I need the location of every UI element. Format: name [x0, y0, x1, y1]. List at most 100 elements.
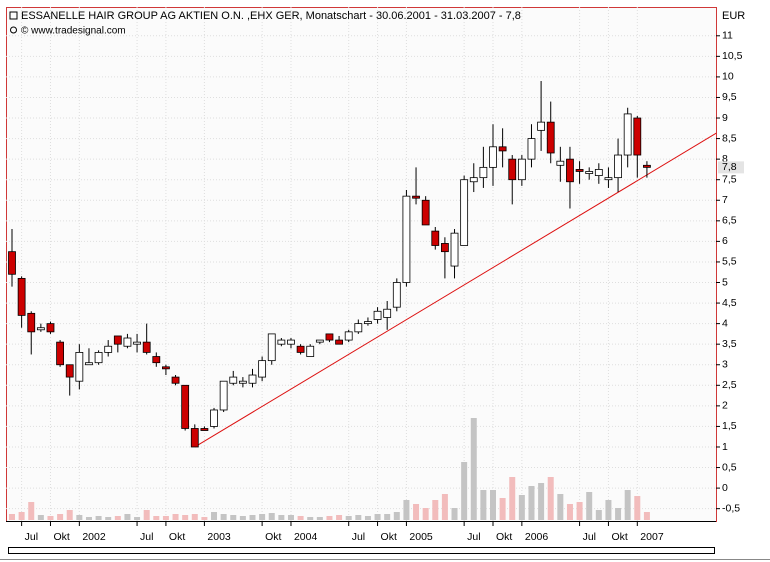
y-tick-label: 6	[722, 235, 728, 247]
y-tick-label: 2	[722, 400, 728, 412]
candle-body	[210, 409, 218, 427]
y-tick-label: 9,5	[722, 91, 737, 103]
candle-body	[27, 312, 36, 333]
x-tick-label: Jul	[25, 531, 38, 543]
volume-bar	[528, 486, 535, 520]
volume-bar	[518, 495, 525, 520]
candle-body	[335, 339, 343, 345]
candle-body	[585, 171, 594, 174]
volume-bar	[172, 514, 179, 520]
y-tick-label: 10,5	[722, 50, 743, 62]
volume-bar	[624, 490, 631, 520]
candle-body	[392, 282, 401, 308]
volume-bar	[595, 510, 602, 520]
volume-bar	[66, 510, 73, 520]
candle-body	[306, 345, 315, 357]
candle-body	[614, 154, 622, 179]
candle-body	[508, 158, 517, 181]
volume-bar	[47, 516, 54, 520]
candle-body	[431, 230, 440, 246]
volume-bar	[470, 418, 477, 520]
candle-body	[354, 323, 363, 333]
volume-bar	[114, 516, 121, 520]
volume-bar	[336, 515, 343, 520]
y-tick-label: 1	[722, 441, 728, 453]
volume-bar	[239, 516, 246, 520]
candle-body	[537, 121, 545, 131]
volume-bar	[201, 517, 208, 520]
icon	[9, 11, 18, 20]
volume-bar	[634, 496, 641, 520]
x-tick-label: Okt	[53, 531, 69, 543]
volume-bar	[422, 508, 429, 520]
volume-bar	[615, 508, 622, 520]
volume-bar	[326, 516, 333, 520]
candle-body	[546, 121, 555, 154]
candle-body	[296, 345, 305, 353]
candle-body	[238, 380, 247, 384]
y-tick-label: 8,5	[722, 132, 737, 144]
candle-body	[277, 339, 286, 345]
candle-body	[450, 232, 459, 267]
x-tick-label: Okt	[265, 531, 281, 543]
volume-bar	[364, 516, 371, 520]
icon	[10, 26, 17, 34]
volume-bar	[143, 510, 150, 520]
volume-bar	[85, 517, 92, 520]
candle-body	[364, 321, 372, 325]
candle-body	[575, 169, 584, 172]
candle-body	[489, 146, 497, 168]
volume-bar	[297, 516, 304, 520]
y-tick-label: 3,5	[722, 338, 737, 350]
last-value-label: 7,8	[722, 161, 737, 173]
y-tick-label: 11	[722, 30, 733, 42]
y-tick-label: 5	[722, 276, 728, 288]
last-value-box	[718, 161, 744, 174]
candle-body	[527, 138, 536, 160]
chart-title: ESSANELLE HAIR GROUP AG AKTIEN O.N. ,EHX…	[21, 10, 521, 22]
candle-body	[133, 341, 141, 345]
x-tick-label: Okt	[169, 531, 185, 543]
volume-bar	[499, 498, 506, 520]
x-tick-label: 2006	[525, 531, 549, 543]
volume-bar	[28, 502, 35, 520]
candle-body	[219, 380, 228, 411]
grid	[6, 7, 716, 521]
volume-bar	[345, 516, 352, 520]
y-tick-label: -0,5	[722, 502, 740, 514]
volume-bar	[509, 477, 516, 520]
candle-body	[248, 374, 257, 384]
candle-body	[421, 199, 430, 226]
candle-body	[566, 158, 574, 183]
x-tick-label: Jul	[352, 531, 365, 543]
candle-body	[46, 323, 55, 333]
x-tick-label: Okt	[496, 531, 512, 543]
candle-body	[200, 428, 209, 431]
scrollbar[interactable]	[8, 547, 715, 554]
candle-body	[152, 356, 161, 364]
y-tick-label: 10	[722, 71, 734, 83]
x-tick-label: 2005	[409, 531, 433, 543]
candle-body	[65, 364, 74, 378]
volume-bar	[307, 517, 314, 520]
volume-bar	[95, 516, 102, 520]
volume-bar	[576, 502, 583, 520]
volume-bar	[278, 515, 285, 520]
volume-bar	[374, 514, 381, 520]
y-tick-label: 7,5	[722, 173, 737, 185]
candle-body	[56, 341, 64, 366]
y-tick-label: 3	[722, 359, 728, 371]
volume-bar	[480, 490, 487, 520]
volume-bar	[211, 512, 218, 520]
x-tick-label: 2007	[640, 531, 664, 543]
volume-bar	[287, 515, 294, 520]
candle-body	[85, 362, 93, 366]
candle-body	[36, 327, 45, 331]
volume-bar	[259, 514, 266, 520]
x-tick-label: Jul	[140, 531, 153, 543]
candle-body	[229, 376, 238, 384]
candle-body	[181, 384, 190, 429]
candle-body	[75, 352, 84, 382]
candles	[8, 81, 717, 448]
volume-bar	[547, 477, 554, 520]
